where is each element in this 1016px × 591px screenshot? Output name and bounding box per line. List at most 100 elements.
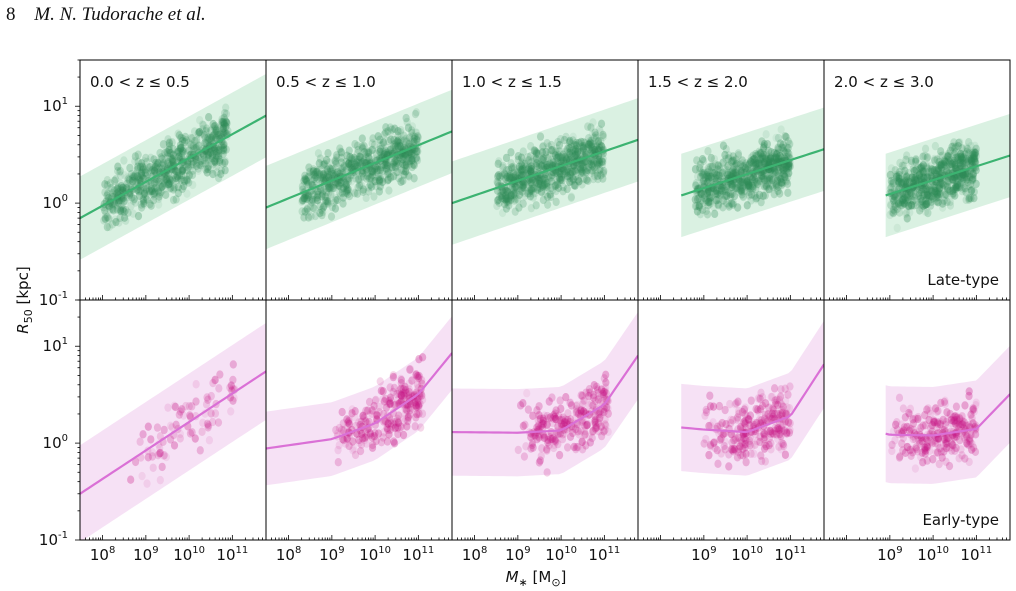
data-point bbox=[938, 151, 947, 160]
data-point bbox=[561, 168, 569, 177]
data-point bbox=[340, 435, 348, 445]
data-point bbox=[916, 174, 924, 183]
data-point bbox=[751, 158, 759, 167]
data-point bbox=[950, 138, 958, 147]
data-point bbox=[342, 186, 350, 196]
data-point bbox=[403, 405, 411, 415]
data-point bbox=[729, 165, 737, 174]
data-point bbox=[168, 155, 176, 164]
data-point bbox=[410, 399, 418, 409]
data-point bbox=[771, 166, 779, 176]
data-point bbox=[566, 150, 574, 160]
data-point bbox=[357, 440, 366, 449]
data-point bbox=[911, 414, 919, 423]
data-point bbox=[589, 139, 597, 148]
data-point bbox=[208, 151, 216, 160]
data-point bbox=[142, 171, 150, 181]
data-point bbox=[917, 200, 925, 209]
data-point bbox=[773, 409, 781, 418]
data-point bbox=[968, 148, 977, 158]
data-point bbox=[324, 196, 332, 206]
data-point bbox=[103, 212, 111, 222]
data-point bbox=[744, 177, 752, 187]
data-point bbox=[562, 147, 571, 156]
data-point bbox=[133, 165, 141, 175]
data-point bbox=[958, 417, 967, 426]
data-point bbox=[495, 157, 503, 166]
data-point bbox=[366, 429, 374, 438]
data-point bbox=[557, 404, 565, 413]
data-point bbox=[405, 159, 414, 168]
data-point bbox=[723, 181, 731, 191]
data-point bbox=[532, 201, 540, 210]
data-point bbox=[413, 155, 421, 164]
data-point bbox=[165, 175, 174, 184]
data-point bbox=[127, 475, 135, 484]
data-point bbox=[156, 475, 164, 485]
data-point bbox=[558, 435, 567, 444]
data-point bbox=[519, 170, 527, 180]
data-point bbox=[554, 422, 562, 431]
data-point bbox=[766, 158, 774, 168]
data-point bbox=[734, 149, 742, 158]
data-point bbox=[566, 169, 575, 179]
data-point bbox=[752, 185, 760, 194]
data-point bbox=[968, 175, 976, 184]
data-point bbox=[404, 416, 412, 426]
data-point bbox=[965, 457, 973, 467]
data-point bbox=[577, 170, 585, 179]
data-point bbox=[895, 178, 903, 187]
data-point bbox=[717, 172, 725, 181]
data-point bbox=[532, 147, 540, 157]
data-point bbox=[351, 162, 359, 172]
data-point bbox=[342, 180, 351, 189]
data-point bbox=[744, 415, 752, 424]
row-label-late: Late-type bbox=[927, 271, 999, 289]
data-point bbox=[940, 196, 948, 205]
data-point bbox=[909, 419, 918, 428]
data-point bbox=[577, 426, 585, 435]
data-point bbox=[755, 177, 763, 186]
data-point bbox=[756, 176, 764, 185]
data-point bbox=[942, 167, 951, 177]
data-point bbox=[379, 147, 387, 156]
data-point bbox=[969, 173, 977, 183]
data-point bbox=[176, 144, 184, 153]
data-point bbox=[322, 168, 330, 177]
data-point bbox=[765, 185, 773, 194]
data-point bbox=[114, 187, 122, 196]
data-point bbox=[579, 163, 588, 172]
data-point bbox=[751, 175, 759, 184]
data-point bbox=[168, 423, 176, 432]
data-point bbox=[388, 157, 396, 166]
data-point bbox=[559, 156, 568, 166]
data-point bbox=[528, 162, 536, 171]
data-point bbox=[940, 156, 948, 165]
data-point bbox=[783, 403, 791, 412]
data-point bbox=[889, 177, 897, 186]
data-point bbox=[567, 192, 576, 201]
data-point bbox=[969, 153, 977, 162]
data-point bbox=[398, 391, 406, 401]
data-point bbox=[504, 187, 512, 197]
data-point bbox=[953, 180, 962, 190]
data-point bbox=[153, 423, 162, 432]
data-point bbox=[210, 131, 218, 140]
data-point bbox=[406, 410, 414, 419]
data-point bbox=[756, 393, 764, 403]
data-point bbox=[174, 171, 182, 181]
data-point bbox=[342, 439, 350, 448]
data-point bbox=[408, 136, 416, 146]
data-point bbox=[520, 166, 528, 175]
data-point bbox=[903, 197, 911, 206]
data-point bbox=[183, 166, 191, 175]
data-point bbox=[961, 454, 969, 463]
data-point bbox=[893, 417, 901, 427]
data-point bbox=[941, 181, 949, 191]
data-point bbox=[358, 169, 367, 178]
data-point bbox=[747, 157, 755, 167]
data-point bbox=[415, 401, 423, 410]
data-point bbox=[777, 392, 785, 401]
data-point bbox=[578, 445, 587, 454]
data-point bbox=[390, 401, 399, 410]
